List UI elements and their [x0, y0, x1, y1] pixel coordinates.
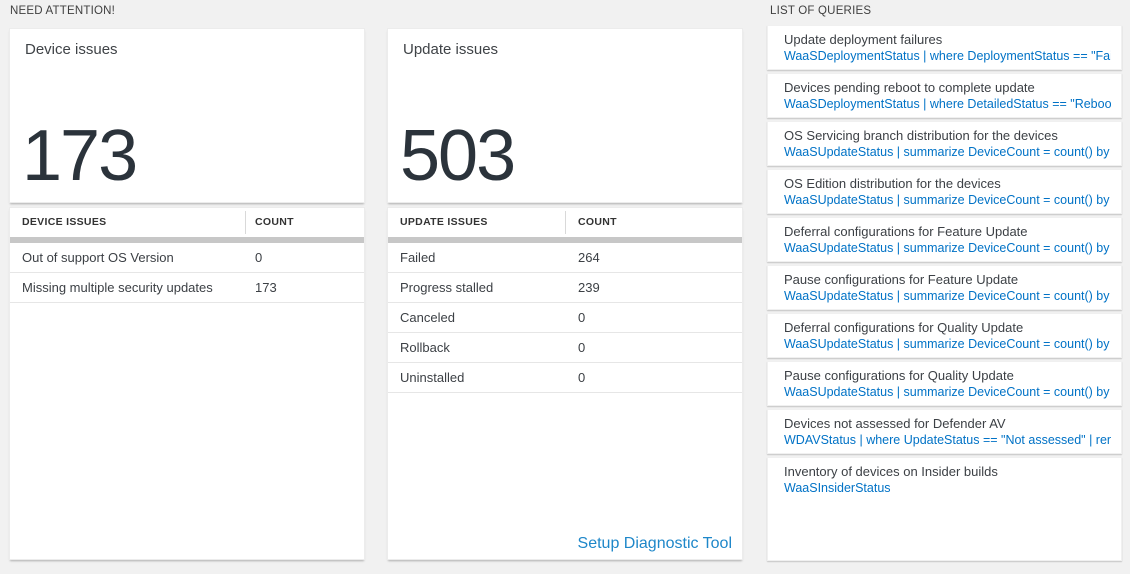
row-label: Rollback	[400, 340, 450, 355]
query-item[interactable]: Inventory of devices on Insider builds W…	[767, 457, 1122, 561]
table-row[interactable]: Progress stalled 239	[388, 273, 742, 303]
device-issues-title: Device issues	[25, 41, 118, 58]
update-table-horizontal-scrollbar[interactable]	[388, 237, 742, 243]
table-row[interactable]: Rollback 0	[388, 333, 742, 363]
row-count: 264	[578, 250, 600, 265]
query-text: WDAVStatus | where UpdateStatus == "Not …	[784, 433, 1111, 447]
update-issues-table: UPDATE ISSUES COUNT Failed 264 Progress …	[387, 207, 743, 560]
query-title: OS Servicing branch distribution for the…	[784, 128, 1058, 143]
query-title: Inventory of devices on Insider builds	[784, 464, 998, 479]
update-table-header-count: COUNT	[578, 216, 617, 228]
query-title: Pause configurations for Quality Update	[784, 368, 1014, 383]
table-row[interactable]: Uninstalled 0	[388, 363, 742, 393]
table-row[interactable]: Out of support OS Version 0	[10, 243, 364, 273]
row-count: 0	[578, 370, 586, 385]
query-text: WaaSUpdateStatus | summarize DeviceCount…	[784, 241, 1111, 255]
device-table-header: DEVICE ISSUES COUNT	[10, 208, 364, 237]
update-table-header-name: UPDATE ISSUES	[400, 216, 488, 228]
query-text: WaaSInsiderStatus	[784, 481, 891, 495]
row-count: 0	[255, 250, 263, 265]
query-text: WaaSUpdateStatus | summarize DeviceCount…	[784, 193, 1111, 207]
device-issues-table: DEVICE ISSUES COUNT Out of support OS Ve…	[9, 207, 365, 560]
update-issues-tile[interactable]: Update issues 503	[387, 28, 743, 203]
row-count: 239	[578, 280, 600, 295]
query-item[interactable]: Devices pending reboot to complete updat…	[767, 73, 1122, 118]
query-item[interactable]: Deferral configurations for Feature Upda…	[767, 217, 1122, 262]
device-table-body: Out of support OS Version 0 Missing mult…	[10, 243, 364, 303]
query-title: OS Edition distribution for the devices	[784, 176, 1001, 191]
row-count: 0	[578, 340, 586, 355]
query-text: WaaSUpdateStatus | summarize DeviceCount…	[784, 289, 1111, 303]
row-count: 0	[578, 310, 586, 325]
column-divider	[245, 211, 246, 234]
row-count: 173	[255, 280, 277, 295]
query-title: Devices pending reboot to complete updat…	[784, 80, 1035, 95]
device-issues-count: 173	[22, 116, 138, 196]
list-of-queries-header: LIST OF QUERIES	[770, 5, 872, 17]
query-title: Devices not assessed for Defender AV	[784, 416, 1006, 431]
query-item[interactable]: Deferral configurations for Quality Upda…	[767, 313, 1122, 358]
query-item[interactable]: OS Servicing branch distribution for the…	[767, 121, 1122, 166]
table-row[interactable]: Missing multiple security updates 173	[10, 273, 364, 303]
query-item[interactable]: Pause configurations for Feature Update …	[767, 265, 1122, 310]
query-title: Deferral configurations for Feature Upda…	[784, 224, 1028, 239]
column-divider	[565, 211, 566, 234]
update-issues-title: Update issues	[403, 41, 499, 58]
need-attention-header: NEED ATTENTION!	[10, 5, 116, 17]
table-row[interactable]: Failed 264	[388, 243, 742, 273]
query-title: Update deployment failures	[784, 32, 943, 47]
setup-diagnostic-tool-link[interactable]: Setup Diagnostic Tool	[577, 535, 732, 552]
device-table-horizontal-scrollbar[interactable]	[10, 237, 364, 243]
update-table-header: UPDATE ISSUES COUNT	[388, 208, 742, 237]
table-row[interactable]: Canceled 0	[388, 303, 742, 333]
update-issues-count: 503	[400, 116, 516, 196]
queries-panel: Update deployment failures WaaSDeploymen…	[767, 25, 1122, 561]
row-label: Canceled	[400, 310, 455, 325]
query-text: WaaSUpdateStatus | summarize DeviceCount…	[784, 337, 1111, 351]
query-text: WaaSDeploymentStatus | where DeploymentS…	[784, 49, 1111, 63]
row-label: Progress stalled	[400, 280, 494, 295]
query-text: WaaSUpdateStatus | summarize DeviceCount…	[784, 385, 1111, 399]
device-issues-tile[interactable]: Device issues 173	[9, 28, 365, 203]
query-item[interactable]: OS Edition distribution for the devices …	[767, 169, 1122, 214]
device-table-header-count: COUNT	[255, 216, 294, 228]
row-label: Uninstalled	[400, 370, 465, 385]
query-title: Pause configurations for Feature Update	[784, 272, 1019, 287]
update-table-body: Failed 264 Progress stalled 239 Canceled…	[388, 243, 742, 393]
query-text: WaaSUpdateStatus | summarize DeviceCount…	[784, 145, 1111, 159]
query-item[interactable]: Pause configurations for Quality Update …	[767, 361, 1122, 406]
device-table-header-name: DEVICE ISSUES	[22, 216, 107, 228]
row-label: Failed	[400, 250, 436, 265]
query-text: WaaSDeploymentStatus | where DetailedSta…	[784, 97, 1111, 111]
row-label: Out of support OS Version	[22, 250, 174, 265]
row-label: Missing multiple security updates	[22, 280, 213, 295]
query-item[interactable]: Devices not assessed for Defender AV WDA…	[767, 409, 1122, 454]
query-item[interactable]: Update deployment failures WaaSDeploymen…	[767, 25, 1122, 70]
query-title: Deferral configurations for Quality Upda…	[784, 320, 1024, 335]
